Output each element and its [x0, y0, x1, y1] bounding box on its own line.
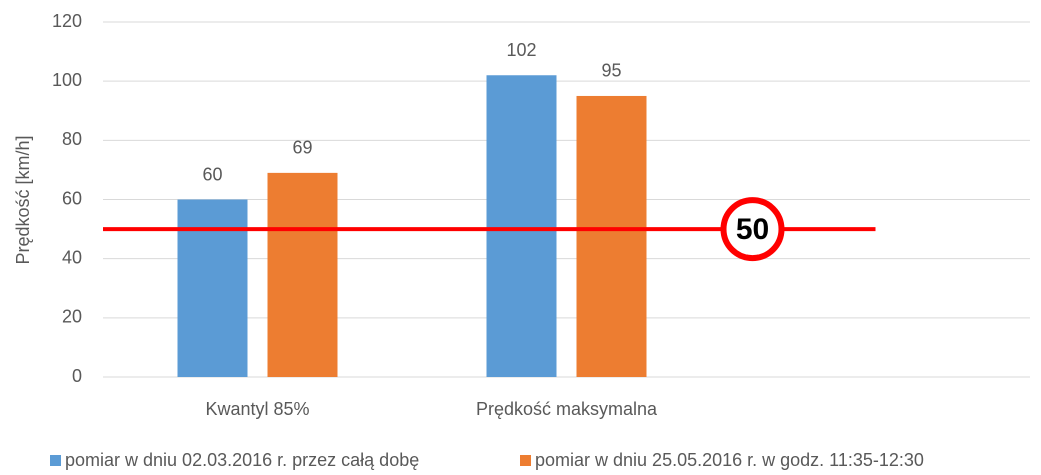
- bar: [486, 75, 557, 377]
- legend-label: pomiar w dniu 02.03.2016 r. przez całą d…: [65, 450, 419, 470]
- y-tick-label: 0: [72, 366, 82, 386]
- speed-limit-label: 50: [736, 213, 769, 246]
- data-label: 102: [506, 40, 536, 60]
- bar: [576, 95, 647, 377]
- y-tick-label: 100: [52, 70, 82, 90]
- speed-limit-sign: [720, 197, 785, 262]
- legend-swatch: [50, 455, 61, 466]
- y-axis-label: Prędkość [km/h]: [13, 135, 33, 264]
- y-tick-label: 60: [62, 188, 82, 208]
- x-tick-label: Kwantyl 85%: [205, 399, 309, 419]
- x-tick-label: Prędkość maksymalna: [476, 399, 658, 419]
- bar: [177, 199, 248, 377]
- y-tick-label: 120: [52, 11, 82, 31]
- data-label: 95: [601, 61, 621, 81]
- y-tick-label: 20: [62, 307, 82, 327]
- data-label: 60: [202, 164, 222, 184]
- y-tick-label: 80: [62, 129, 82, 149]
- bar: [267, 172, 338, 377]
- legend-swatch: [520, 455, 531, 466]
- y-tick-label: 40: [62, 247, 82, 267]
- data-label: 69: [292, 138, 312, 158]
- legend-label: pomiar w dniu 25.05.2016 r. w godz. 11:3…: [535, 450, 924, 470]
